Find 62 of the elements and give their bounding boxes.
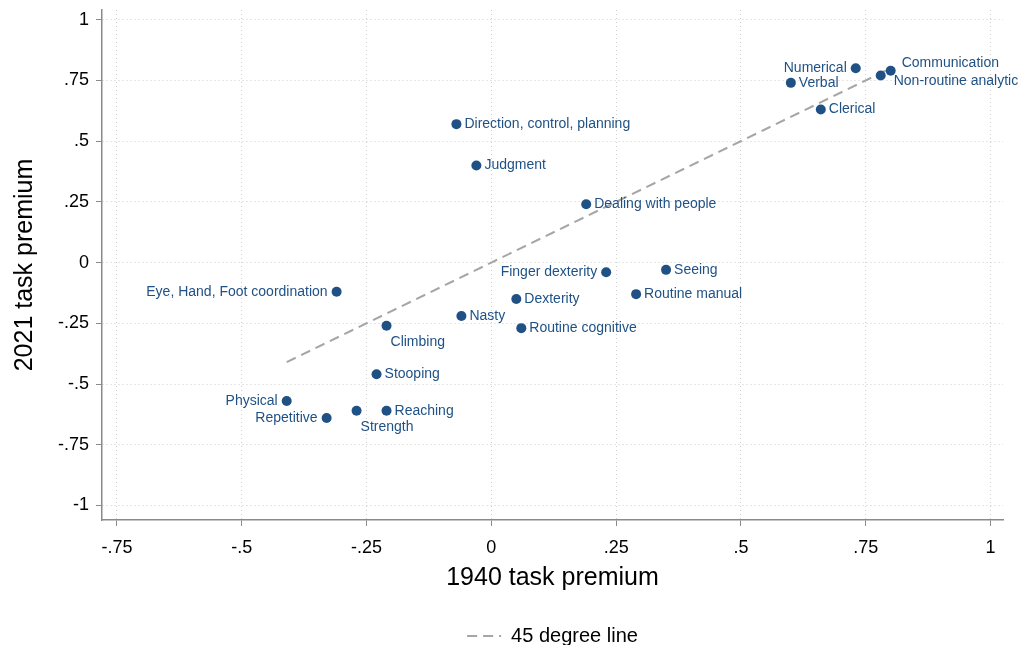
data-label: Finger dexterity [500, 263, 598, 280]
point [601, 267, 612, 278]
y-tick-label: 1 [78, 8, 89, 29]
point [321, 413, 332, 423]
data-label: Non-routine analytic [893, 72, 1019, 89]
x-axis-title: 1940 task premium [446, 561, 659, 590]
y-tick-label: -1 [72, 494, 89, 515]
data-label: Routine cognitive [529, 319, 637, 335]
data-label: Communication [901, 53, 999, 70]
data-label: Physical [225, 391, 278, 408]
point [456, 311, 467, 321]
point [850, 63, 861, 74]
point [381, 320, 392, 331]
point [381, 405, 392, 416]
data-label: Climbing [390, 332, 445, 349]
x-tick-label: .25 [603, 536, 629, 557]
point [331, 286, 342, 297]
data-label: Repetitive [255, 408, 318, 425]
point [661, 264, 672, 275]
y-tick-label: -.25 [57, 312, 89, 333]
y-tick-label: -.75 [57, 433, 89, 454]
y-tick-label: .75 [63, 69, 89, 90]
data-label: Verbal [798, 73, 839, 90]
point [785, 77, 796, 88]
point [351, 405, 362, 416]
y-tick-label: 0 [78, 251, 89, 272]
point [815, 104, 826, 115]
point [281, 396, 292, 406]
data-label: Reaching [394, 401, 454, 418]
x-tick-label: -.75 [101, 536, 133, 557]
data-label: Seeing [674, 260, 718, 277]
y-tick-label: -.5 [67, 372, 89, 393]
point [511, 294, 522, 304]
x-tick-label: 1 [985, 536, 996, 557]
x-tick-label: .75 [853, 536, 879, 557]
data-label: Stooping [384, 365, 440, 382]
point [451, 119, 462, 130]
data-label: Judgment [484, 156, 546, 173]
point [581, 199, 592, 210]
point [631, 289, 642, 300]
y-tick-label: .25 [63, 190, 89, 211]
data-label: Eye, Hand, Foot coordination [146, 282, 328, 299]
legend-label: 45 degree line [511, 623, 638, 645]
x-tick-label: 0 [486, 536, 497, 557]
x-tick-label: .5 [733, 536, 749, 557]
point [516, 323, 527, 334]
y-tick-label: .5 [73, 130, 89, 151]
point [371, 369, 382, 380]
data-label: Dexterity [524, 289, 580, 306]
data-label: Numerical [783, 59, 847, 76]
data-label: Clerical [828, 100, 876, 117]
x-tick-label: -.25 [351, 536, 383, 557]
data-label: Routine manual [644, 285, 743, 301]
y-axis-title: 2021 task premium [8, 158, 37, 372]
point [885, 65, 896, 76]
data-label: Strength [360, 417, 414, 434]
data-label: Direction, control, planning [464, 115, 631, 131]
point [471, 160, 482, 171]
data-label: Nasty [469, 306, 506, 323]
data-label: Dealing with people [594, 195, 717, 212]
point [875, 70, 886, 81]
x-tick-label: -.5 [231, 536, 253, 557]
